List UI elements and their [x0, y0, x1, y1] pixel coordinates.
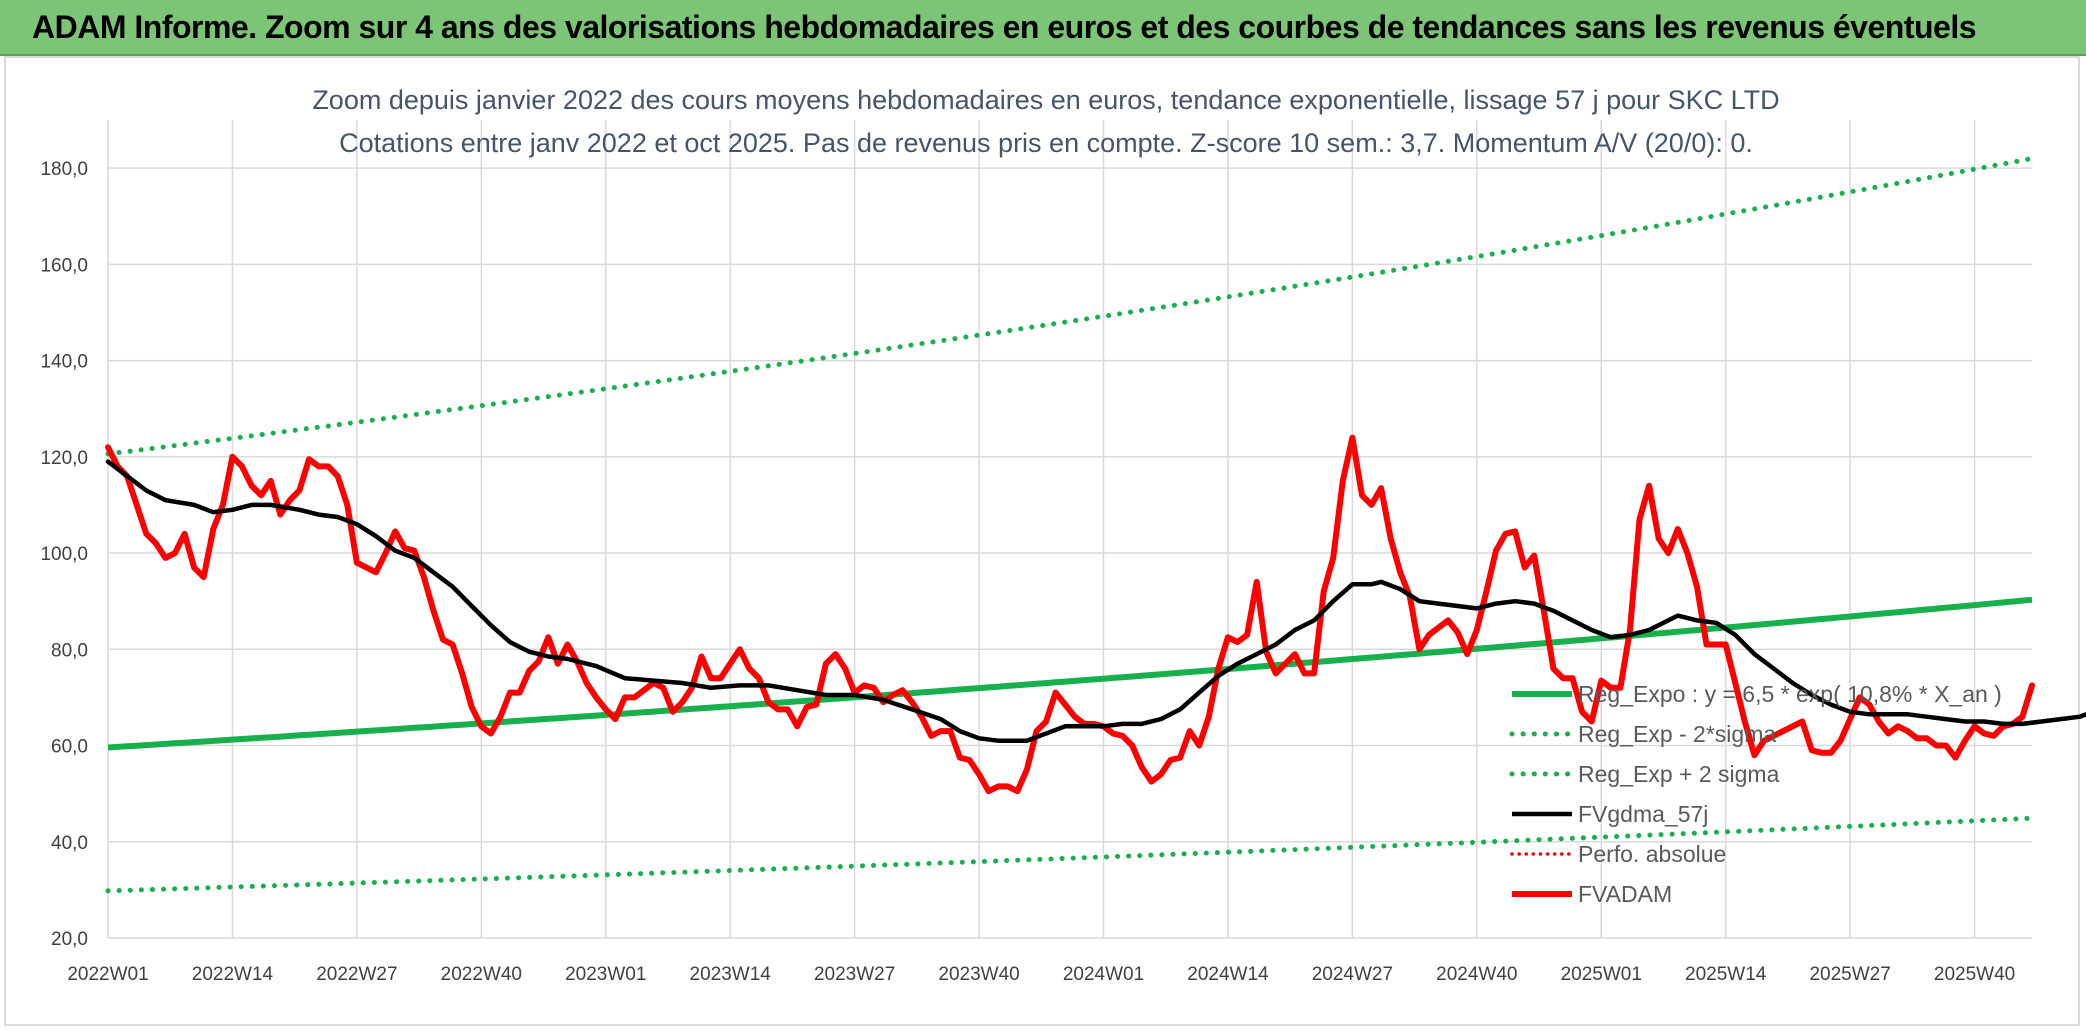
x-axis-labels: 2022W01 2022W14 2022W27 2022W40 2023W01 2023W… [67, 964, 2015, 985]
x-tick-label: 2025W01 [1561, 964, 1642, 985]
grid-lines [107, 120, 2032, 939]
x-tick-label: 2024W27 [1312, 964, 1393, 985]
legend: Reg_Expo : y = 6,5 * exp( 10,8% * X_an )… [1509, 681, 2002, 907]
series-reg-exp-plus-2sigma [105, 156, 2035, 457]
x-tick-label: 2023W40 [938, 964, 1019, 985]
x-tick-label: 2023W01 [565, 964, 646, 985]
x-tick-label: 2024W40 [1436, 964, 1517, 985]
chart-subtitle: Cotations entre janv 2022 et oct 2025. P… [339, 128, 1753, 158]
series-reg-exp-minus-2sigma [105, 815, 2035, 894]
legend-label: Perfo. absolue [1578, 841, 1726, 867]
x-tick-label: 2023W14 [690, 964, 772, 985]
y-tick-label: 20,0 [51, 929, 88, 950]
y-tick-label: 140,0 [40, 352, 88, 373]
y-axis-labels: 20,0 40,0 60,0 80,0 100,0 120,0 140,0 160,0 180,… [40, 159, 88, 950]
x-tick-label: 2022W01 [67, 964, 148, 985]
y-tick-label: 120,0 [40, 448, 88, 469]
y-tick-label: 40,0 [51, 833, 88, 854]
legend-label: Reg_Exp + 2 sigma [1578, 761, 1780, 787]
y-tick-label: 100,0 [40, 544, 88, 565]
x-tick-label: 2025W14 [1685, 964, 1767, 985]
x-tick-label: 2022W40 [441, 964, 522, 985]
legend-label: Reg_Expo : y = 6,5 * exp( 10,8% * X_an ) [1578, 681, 2002, 707]
y-tick-label: 80,0 [51, 640, 88, 661]
legend-label: Reg_Exp - 2*sigma [1578, 721, 1776, 747]
legend-label: FVgdma_57j [1578, 801, 1708, 827]
x-tick-label: 2025W40 [1934, 964, 2015, 985]
x-tick-label: 2023W27 [814, 964, 895, 985]
legend-label: FVADAM [1578, 881, 1672, 907]
y-tick-label: 160,0 [40, 255, 88, 276]
x-tick-label: 2024W01 [1063, 964, 1144, 985]
series-reg-expo [107, 596, 2033, 751]
x-tick-label: 2022W27 [316, 964, 397, 985]
page-title: ADAM Informe. Zoom sur 4 ans des valoris… [32, 9, 1977, 45]
x-tick-label: 2025W27 [1809, 964, 1890, 985]
chart-frame [4, 56, 2080, 1026]
header-banner: ADAM Informe. Zoom sur 4 ans des valoris… [0, 0, 2086, 56]
chart-title: Zoom depuis janvier 2022 des cours moyen… [312, 85, 1779, 115]
x-tick-label: 2022W14 [192, 964, 274, 985]
y-tick-label: 60,0 [51, 737, 88, 758]
series-layer [105, 156, 2086, 894]
series-fvadam [105, 434, 2035, 795]
x-tick-label: 2024W14 [1187, 964, 1269, 985]
series-fvgdma-57j [105, 459, 2086, 743]
y-tick-label: 180,0 [40, 159, 88, 180]
